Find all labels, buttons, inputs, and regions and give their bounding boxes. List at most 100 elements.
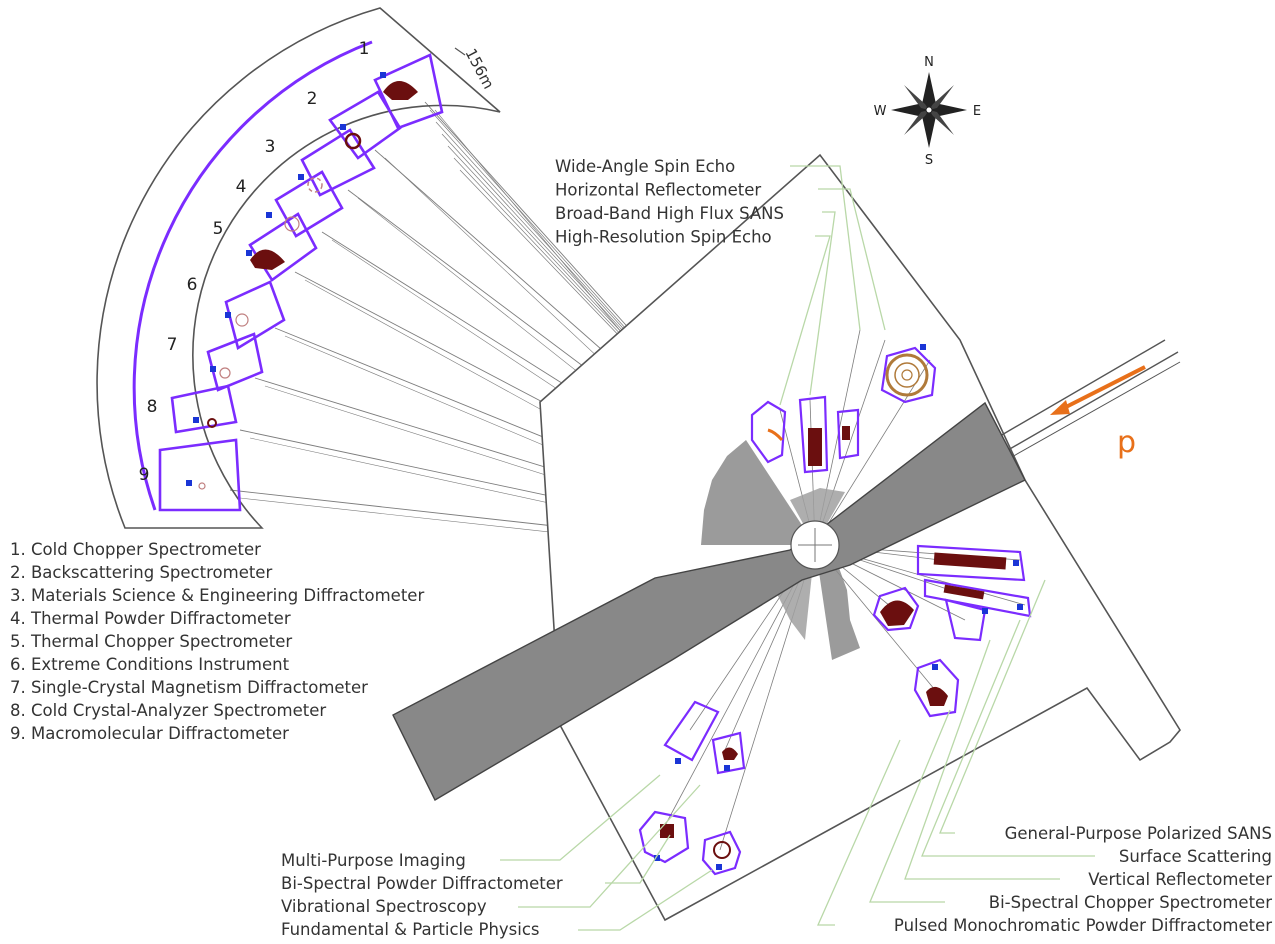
proton-beam-indicator: p — [1050, 365, 1146, 460]
legend-item: 4. Thermal Powder Diffractometer — [10, 609, 291, 628]
compass-n-label: N — [924, 55, 934, 70]
monitor — [193, 417, 199, 423]
instrument-room — [248, 212, 318, 282]
sample — [307, 177, 323, 193]
sample — [198, 482, 206, 490]
bottom-right-instrument-label: General-Purpose Polarized SANS — [1005, 824, 1272, 843]
shield-sector — [701, 440, 815, 545]
proton-label: p — [1117, 425, 1136, 460]
detector — [842, 426, 850, 440]
instrument-room — [300, 128, 376, 197]
beam-tunnel-wall — [1009, 361, 1181, 459]
beam-tunnel-wall — [1007, 351, 1179, 451]
long-instrument-building — [96, 7, 501, 529]
detector — [880, 600, 914, 626]
instrument-enclosure — [750, 400, 787, 464]
monitor — [380, 72, 386, 78]
room-number: 8 — [147, 397, 158, 417]
guide-line — [814, 359, 931, 546]
monitor — [298, 174, 304, 180]
instrument-room — [224, 280, 286, 351]
compass-rose: N S E W — [874, 55, 982, 168]
legend-item: 9. Macromolecular Diffractometer — [10, 724, 289, 743]
instrument-enclosure — [663, 700, 720, 762]
instrument-enclosure — [638, 810, 690, 864]
room-number: 4 — [236, 177, 247, 197]
room-number: 2 — [307, 89, 318, 109]
top-instrument-label: Broad-Band High Flux SANS — [555, 204, 784, 223]
bottom-right-instrument-label: Pulsed Monochromatic Powder Diffractomet… — [894, 916, 1272, 935]
room-number: 9 — [139, 465, 150, 485]
legend-item: 1. Cold Chopper Spectrometer — [10, 540, 261, 559]
instrument-enclosure — [711, 731, 746, 775]
leader-lines — [500, 165, 1095, 931]
room-number: 3 — [265, 137, 276, 157]
instrument-room — [206, 332, 264, 392]
shield-sector — [790, 488, 845, 545]
monitor — [266, 212, 272, 218]
distance-marker: 156m — [454, 45, 498, 92]
legend-item: 7. Single-Crystal Magnetism Diffractomet… — [10, 678, 368, 697]
instrument-room — [274, 170, 344, 238]
bottom-right-instrument-label: Vertical Reflectometer — [1088, 870, 1272, 889]
bottom-right-instrument-label: Bi-Spectral Chopper Spectrometer — [989, 893, 1272, 912]
sample — [284, 216, 300, 232]
legend-item: 6. Extreme Conditions Instrument — [10, 655, 290, 674]
target-monolith — [392, 401, 1026, 801]
monitor — [246, 250, 252, 256]
sample — [219, 367, 231, 379]
instrument-enclosure — [798, 395, 829, 474]
beam-tunnel-wall — [999, 339, 1166, 437]
legend-item: 8. Cold Crystal-Analyzer Spectrometer — [10, 701, 326, 720]
detector — [943, 584, 985, 600]
bottom-left-instrument-label: Vibrational Spectroscopy — [281, 897, 487, 916]
instrument-enclosure — [701, 830, 742, 876]
instrument-labels: 1. Cold Chopper Spectrometer 2. Backscatt… — [10, 157, 1272, 939]
detector — [933, 552, 1007, 570]
sample — [344, 132, 362, 150]
room-wall — [132, 40, 373, 511]
top-instrument-label: Wide-Angle Spin Echo — [555, 157, 735, 176]
legend-item: 5. Thermal Chopper Spectrometer — [10, 632, 292, 651]
bottom-left-instrument-label: Multi-Purpose Imaging — [281, 851, 466, 870]
instrument-enclosure — [916, 544, 1026, 582]
instrument-rooms — [132, 40, 444, 512]
room-number: 7 — [167, 335, 178, 355]
shield-sector — [815, 545, 860, 660]
monitor — [340, 124, 346, 130]
room-number: 5 — [213, 219, 224, 239]
detector — [250, 249, 285, 270]
sample — [207, 418, 217, 428]
monitor — [225, 312, 231, 318]
top-instrument-label: High-Resolution Spin Echo — [555, 228, 772, 247]
hall-instruments — [638, 344, 1032, 876]
instrument-enclosure — [872, 586, 920, 632]
building-outline — [96, 7, 501, 529]
detector — [383, 81, 418, 100]
legend-item: 2. Backscattering Spectrometer — [10, 563, 272, 582]
compass-s-label: S — [925, 153, 933, 168]
compass-e-label: E — [973, 104, 981, 119]
sample — [235, 313, 249, 327]
room-numbers: 1 2 34 5 6 7 8 9 — [139, 39, 370, 485]
room-number: 6 — [187, 275, 198, 295]
bottom-left-instrument-label: Bi-Spectral Powder Diffractometer — [281, 874, 563, 893]
detector — [808, 428, 822, 466]
instrument-room — [170, 384, 238, 434]
bottom-left-instrument-label: Fundamental & Particle Physics — [281, 920, 540, 939]
distance-label: 156m — [461, 45, 497, 92]
proton-beam-corridor — [392, 401, 1026, 801]
room-number: 1 — [359, 39, 370, 59]
instrument-room — [158, 438, 242, 512]
detector — [926, 686, 948, 706]
instrument-enclosure — [880, 346, 937, 404]
instrument-enclosure — [944, 598, 987, 642]
top-instrument-label: Horizontal Reflectometer — [555, 181, 761, 200]
legend-item: 3. Materials Science & Engineering Diffr… — [10, 586, 424, 605]
instrument-enclosure — [913, 658, 960, 718]
monitor — [186, 480, 192, 486]
monitor — [210, 366, 216, 372]
bottom-right-instrument-label: Surface Scattering — [1119, 847, 1272, 866]
